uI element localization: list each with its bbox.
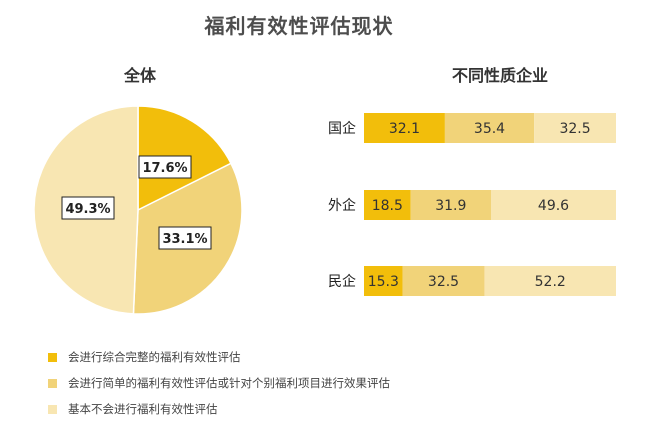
bar-value-label: 32.5: [559, 121, 590, 137]
bar-segment: [402, 266, 485, 296]
legend-item: 基本不会进行福利有效性评估: [48, 396, 390, 422]
legend-item: 会进行综合完整的福利有效性评估: [48, 344, 390, 370]
category-label: 国企: [328, 120, 356, 137]
bar-value-label: 31.9: [435, 198, 466, 214]
bar-segment: [484, 266, 616, 296]
legend: 会进行综合完整的福利有效性评估 会进行简单的福利有效性评估或针对个别福利项目进行…: [48, 344, 390, 422]
pie-label-box: [61, 196, 115, 220]
legend-swatch: [48, 378, 57, 388]
bar-segment: [534, 113, 616, 143]
bar-segment: [410, 190, 492, 220]
pie-subtitle: 全体: [123, 66, 156, 85]
pie-value-label: 17.6%: [142, 161, 187, 176]
bar-value-label: 49.6: [538, 198, 569, 214]
category-label: 民企: [328, 273, 356, 290]
bar-value-label: 32.5: [428, 274, 459, 290]
bar-subtitle: 不同性质企业: [451, 66, 548, 85]
legend-label: 基本不会进行福利有效性评估: [68, 402, 218, 416]
legend-swatch: [48, 404, 57, 414]
pie-label-box: [138, 155, 192, 179]
bar-segment: [364, 266, 403, 296]
bar-value-label: 15.3: [368, 274, 399, 290]
pie-value-label: 33.1%: [162, 232, 207, 247]
pie-label-box: [158, 226, 212, 250]
bar-segment: [364, 190, 411, 220]
bar-value-label: 52.2: [535, 274, 566, 290]
legend-label: 会进行综合完整的福利有效性评估: [68, 350, 241, 364]
pie-value-label: 49.3%: [65, 202, 110, 217]
legend-swatch: [48, 352, 57, 362]
bar-value-label: 18.5: [372, 198, 403, 214]
bar-value-label: 32.1: [389, 121, 420, 137]
bar-value-label: 35.4: [474, 121, 505, 137]
legend-label: 会进行简单的福利有效性评估或针对个别福利项目进行效果评估: [68, 376, 390, 390]
bar-segment: [444, 113, 535, 143]
bar-segment: [364, 113, 445, 143]
legend-item: 会进行简单的福利有效性评估或针对个别福利项目进行效果评估: [48, 370, 390, 396]
category-label: 外企: [328, 197, 356, 214]
bar-segment: [491, 190, 616, 220]
chart-title: 福利有效性评估现状: [204, 14, 394, 38]
